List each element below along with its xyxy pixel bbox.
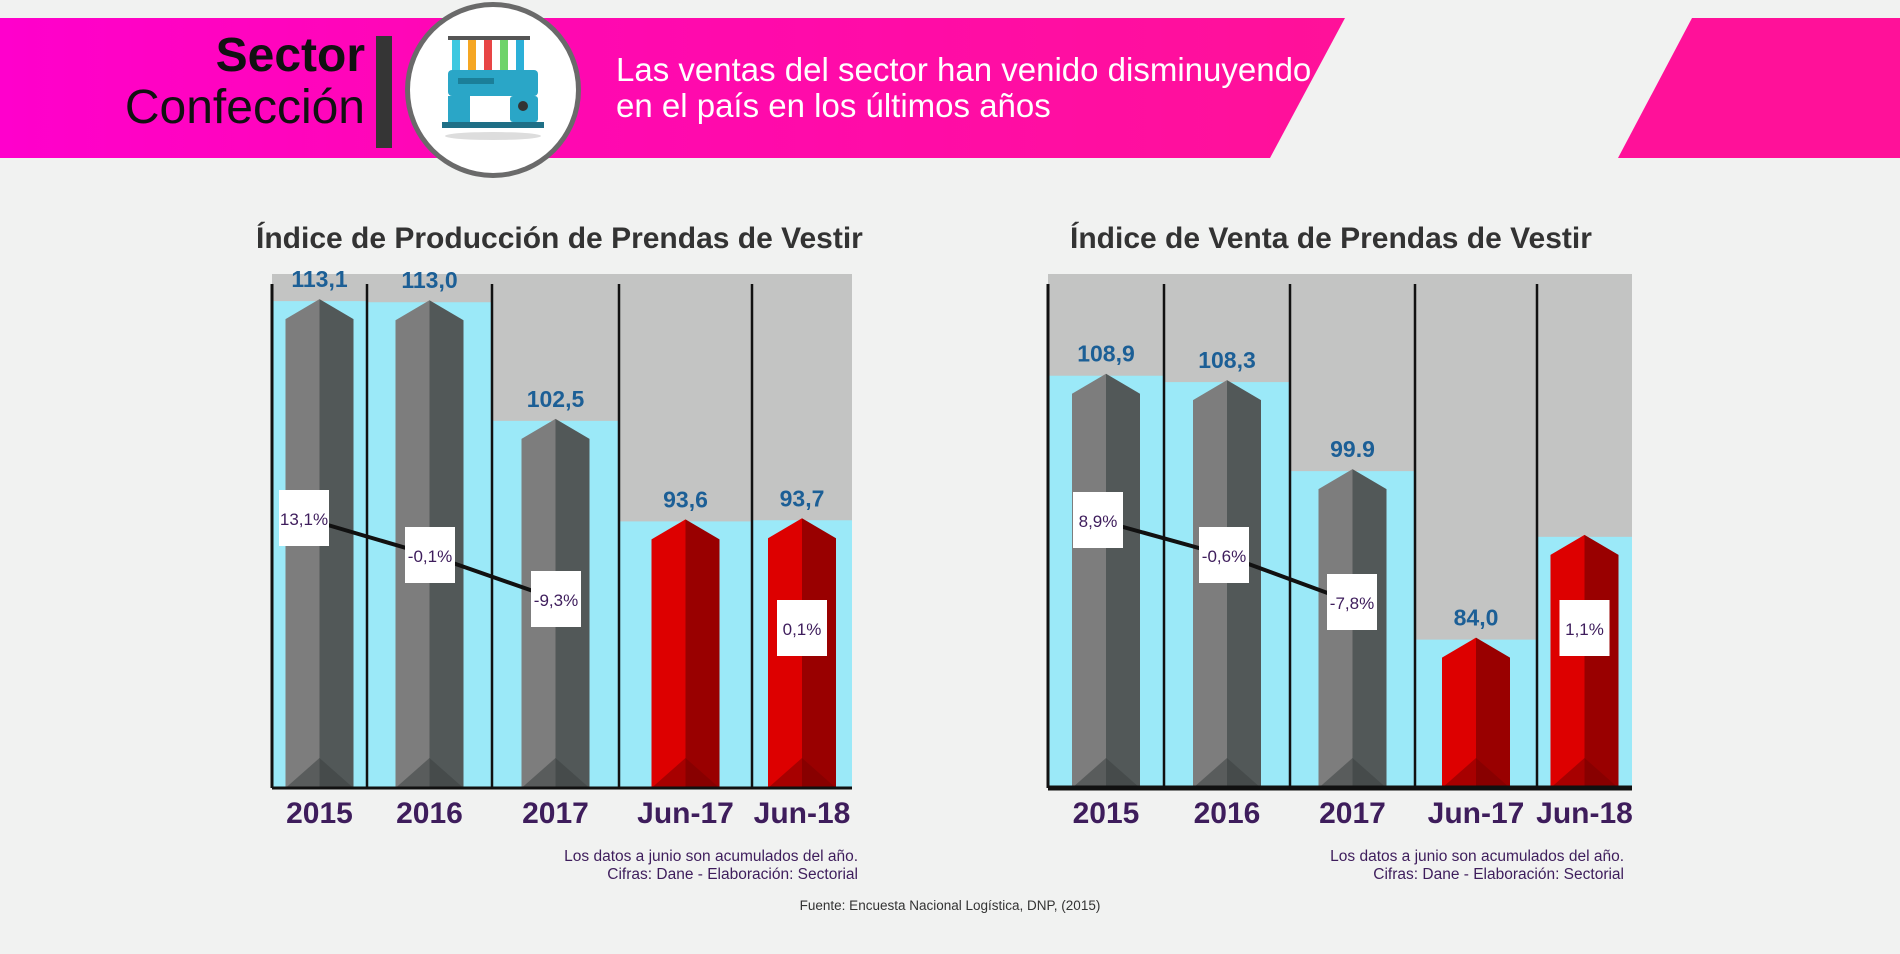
bar-base-bevel: [395, 758, 464, 788]
bar-2016-right-face: [1227, 380, 1261, 788]
note-line-1: Los datos a junio son acumulados del año…: [564, 848, 858, 865]
bar-base-bevel: [285, 758, 354, 788]
growth-label: -7,8%: [1330, 594, 1374, 613]
bar-value-label: 93,7: [780, 485, 825, 511]
bar-2015-right-face: [1106, 373, 1140, 788]
bar-base-bevel: [1318, 758, 1387, 788]
bar-value-label: 99.9: [1330, 436, 1375, 462]
x-tick-label: 2016: [396, 797, 463, 830]
source-footnote: Fuente: Encuesta Nacional Logística, DNP…: [799, 898, 1101, 913]
sewing-machine-icon: [405, 2, 581, 178]
chart-title-venta: Índice de Venta de Prendas de Vestir: [1070, 222, 1592, 255]
banner-right-accent: [1618, 18, 1900, 158]
growth-label: 13,1%: [280, 510, 328, 529]
bar-base-bevel: [1072, 758, 1140, 788]
note-line-1: Los datos a junio son acumulados del año…: [1330, 848, 1624, 865]
bar-value-label: 93,6: [663, 486, 708, 512]
bar-value-label: 108,3: [1198, 347, 1256, 373]
bar-Jun-17-right-face: [685, 519, 720, 788]
title-divider-bar: [376, 36, 392, 148]
bar-Jun-17-left-face: [1442, 637, 1476, 788]
bar-base-bevel: [651, 758, 720, 788]
note-line-2: Cifras: Dane - Elaboración: Sectorial: [607, 866, 858, 883]
bar-value-label: 84,0: [1454, 605, 1499, 631]
x-tick-label: 2016: [1194, 797, 1261, 830]
x-tick-label: 2017: [1319, 797, 1386, 830]
growth-label: -0,1%: [408, 547, 452, 566]
bar-2015-left-face: [1072, 373, 1106, 788]
bar-Jun-17-left-face: [651, 519, 686, 788]
bar-value-label: 113,0: [401, 267, 457, 293]
growth-label-box: [1559, 600, 1610, 656]
x-tick-label: 2017: [522, 797, 589, 830]
banner-magenta-strip: [0, 18, 1345, 158]
x-tick-label: Jun-17: [1428, 797, 1525, 830]
bar-Jun-17-right-face: [1476, 637, 1510, 788]
chart-title-produccion: Índice de Producción de Prendas de Vesti…: [256, 222, 863, 255]
growth-label-box: [777, 600, 827, 656]
chart-note-venta: Los datos a junio son acumulados del año…: [1224, 848, 1624, 884]
growth-label-box: [405, 527, 455, 583]
growth-label-box: [279, 490, 329, 546]
bar-base-bevel: [521, 758, 590, 788]
note-line-2: Cifras: Dane - Elaboración: Sectorial: [1373, 866, 1624, 883]
chart-note-produccion: Los datos a junio son acumulados del año…: [458, 848, 858, 884]
growth-label: 8,9%: [1079, 512, 1118, 531]
bar-base-bevel: [1550, 758, 1619, 788]
header-subtitle-line1: Las ventas del sector han venido disminu…: [616, 51, 1312, 88]
sector-title: Sector Confección: [60, 30, 365, 134]
header-subtitle: Las ventas del sector han venido disminu…: [616, 52, 1336, 124]
bar-base-bevel: [1442, 758, 1510, 788]
bar-base-bevel: [768, 758, 836, 788]
bar-value-label: 108,9: [1077, 341, 1135, 367]
growth-label-box: [1327, 574, 1377, 630]
bar-base-bevel: [1193, 758, 1261, 788]
sector-title-light: Confección: [124, 81, 365, 134]
x-tick-label: Jun-18: [754, 797, 851, 830]
growth-label-box: [1199, 527, 1249, 583]
x-tick-label: Jun-18: [1536, 797, 1633, 830]
bar-Jun-18-left-face: [1550, 534, 1585, 788]
x-tick-label: 2015: [286, 797, 353, 830]
growth-label: -9,3%: [534, 591, 578, 610]
growth-label: 1,1%: [1565, 620, 1604, 639]
x-tick-label: Jun-17: [637, 797, 734, 830]
bar-2015-right-face: [319, 299, 354, 788]
sector-title-bold: Sector: [215, 29, 365, 82]
growth-label-box: [531, 571, 581, 627]
bar-value-label: 102,5: [527, 386, 585, 412]
x-tick-label: 2015: [1073, 797, 1140, 830]
header-subtitle-line2: en el país en los últimos años: [616, 87, 1051, 124]
bar-2016-left-face: [1193, 380, 1227, 788]
growth-label: -0,6%: [1202, 547, 1246, 566]
bar-value-label: 113,1: [291, 266, 347, 292]
growth-label: 0,1%: [783, 620, 822, 639]
bar-Jun-18-right-face: [1584, 534, 1619, 788]
growth-label-box: [1073, 492, 1123, 548]
